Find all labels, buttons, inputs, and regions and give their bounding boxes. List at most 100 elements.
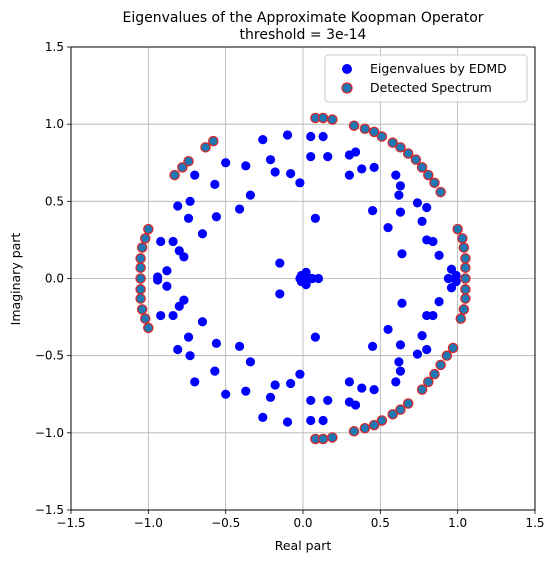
- edmd-point: [183, 213, 194, 223]
- detected-point: [416, 384, 428, 395]
- legend: Eigenvalues by EDMD Detected Spectrum: [324, 54, 528, 103]
- edmd-point: [350, 147, 361, 157]
- detected-point: [460, 293, 471, 304]
- detected-point: [200, 142, 211, 153]
- detected-point: [457, 233, 468, 244]
- edmd-point: [275, 258, 285, 268]
- detected-point: [359, 123, 371, 135]
- edmd-point: [156, 236, 166, 247]
- edmd-point: [397, 298, 407, 308]
- detected-point: [452, 223, 463, 235]
- edmd-point: [368, 341, 378, 352]
- detected-point: [416, 162, 428, 173]
- edmd-point: [234, 341, 245, 352]
- edmd-point: [156, 310, 166, 321]
- detected-point: [429, 368, 440, 380]
- edmd-point: [295, 369, 305, 379]
- edmd-point: [357, 164, 367, 174]
- edmd-point: [383, 222, 393, 233]
- edmd-point: [168, 236, 178, 247]
- edmd-point: [190, 377, 200, 387]
- edmd-point: [310, 213, 320, 223]
- edmd-point: [234, 204, 245, 214]
- detected-point: [143, 223, 154, 235]
- edmd-point: [395, 207, 406, 217]
- edmd-point: [369, 385, 379, 395]
- edmd-point: [211, 338, 221, 348]
- edmd-point: [185, 196, 195, 206]
- detected-point: [136, 304, 148, 315]
- detected-point: [317, 433, 329, 445]
- chart-title: Eigenvalues of the Approximate Koopman O…: [122, 10, 483, 26]
- edmd-point: [211, 212, 221, 222]
- y-tick-label: −1.0: [35, 426, 64, 440]
- detected-point: [143, 322, 154, 334]
- edmd-point: [275, 289, 285, 299]
- edmd-point: [313, 273, 324, 284]
- edmd-point: [422, 344, 432, 355]
- edmd-point: [221, 158, 231, 168]
- edmd-point: [295, 178, 305, 188]
- y-tick-label: −0.5: [35, 349, 64, 363]
- edmd-point: [173, 201, 183, 211]
- edmd-point: [221, 389, 231, 399]
- detected-point: [455, 313, 467, 324]
- legend-marker-detected: [341, 82, 353, 94]
- edmd-point: [417, 216, 427, 226]
- x-tick-label: −1.5: [56, 516, 85, 530]
- legend-label-edmd: Eigenvalues by EDMD: [370, 61, 507, 76]
- edmd-point: [397, 249, 407, 259]
- x-tick-label: −1.0: [134, 516, 163, 530]
- edmd-point: [395, 366, 406, 376]
- edmd-point: [296, 276, 307, 287]
- edmd-point: [412, 349, 423, 359]
- detected-point: [387, 409, 398, 420]
- edmd-point: [162, 266, 172, 276]
- detected-point: [435, 359, 446, 371]
- edmd-point: [179, 252, 189, 262]
- edmd-point: [391, 377, 401, 387]
- detected-point: [208, 135, 219, 147]
- edmd-point: [344, 377, 354, 387]
- edmd-point: [428, 310, 438, 321]
- edmd-point: [306, 415, 316, 426]
- legend-box: [324, 54, 528, 103]
- edmd-point: [179, 295, 189, 305]
- edmd-point: [318, 415, 328, 426]
- edmd-point: [395, 181, 406, 191]
- edmd-point: [270, 380, 280, 390]
- edmd-point: [394, 190, 404, 200]
- edmd-point: [428, 236, 438, 247]
- detected-point: [317, 112, 329, 124]
- x-axis-label: Real part: [275, 538, 332, 553]
- x-tick-label: 0.5: [371, 516, 390, 530]
- detected-point: [441, 350, 453, 361]
- detected-point: [460, 253, 471, 264]
- edmd-point: [197, 317, 208, 327]
- edmd-point: [286, 168, 296, 179]
- y-axis-label: Imaginary part: [8, 233, 23, 326]
- scatter-points: [135, 112, 471, 445]
- detected-point: [135, 293, 146, 304]
- axis-ticks: −1.5 −1.0 −0.5 0.0 0.5 1.0 1.5 −1.5 −1.0 −0.5 0.0 0…: [35, 40, 545, 530]
- edmd-point: [258, 412, 268, 422]
- detected-point: [135, 273, 146, 284]
- edmd-point: [245, 190, 256, 200]
- edmd-point: [168, 310, 178, 321]
- edmd-point: [282, 130, 293, 140]
- edmd-point: [286, 378, 296, 389]
- edmd-point: [318, 131, 328, 142]
- x-tick-label: 0.0: [293, 516, 312, 530]
- edmd-point: [368, 205, 378, 216]
- legend-label-detected: Detected Spectrum: [370, 80, 492, 95]
- edmd-point: [153, 275, 163, 285]
- detected-point: [139, 233, 151, 244]
- edmd-point: [443, 273, 453, 284]
- detected-point: [327, 114, 338, 125]
- detected-point: [458, 242, 470, 253]
- edmd-point: [422, 202, 432, 213]
- edmd-point: [417, 331, 427, 341]
- y-tick-label: 1.5: [45, 40, 64, 54]
- detected-point: [135, 284, 146, 295]
